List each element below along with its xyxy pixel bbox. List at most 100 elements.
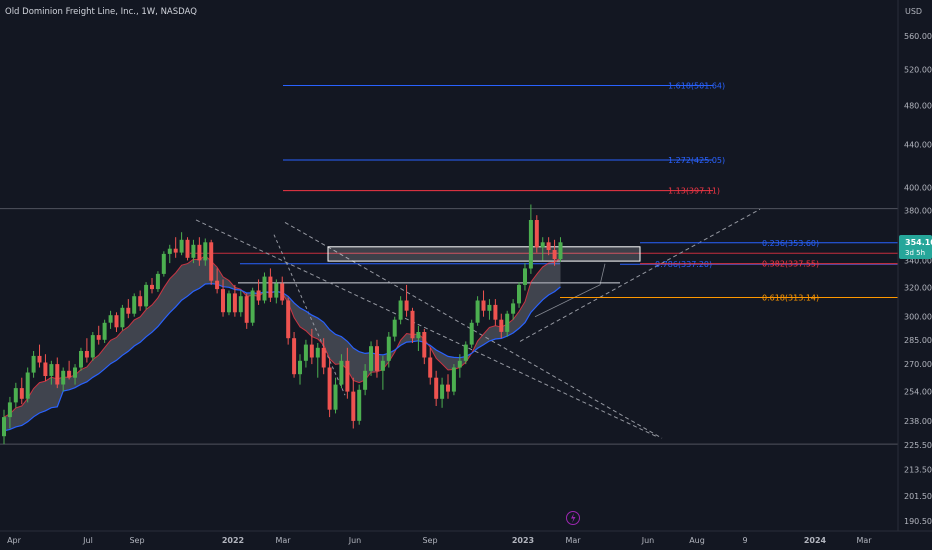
candle xyxy=(185,237,190,261)
candle xyxy=(209,239,214,285)
candle xyxy=(505,310,510,337)
candle xyxy=(250,287,255,326)
candle xyxy=(292,332,297,378)
time-tick-label: Mar xyxy=(856,536,872,545)
candle xyxy=(511,299,516,320)
candle xyxy=(43,354,48,382)
candle xyxy=(303,339,308,368)
fib-level-label: 1.13(397.11) xyxy=(668,187,720,196)
candle xyxy=(274,279,279,304)
candle xyxy=(428,347,433,385)
candle xyxy=(215,268,220,294)
price-tick-label: 213.50 xyxy=(904,466,932,475)
candle xyxy=(416,325,421,351)
price-tick-label: 320.00 xyxy=(904,284,932,293)
candle xyxy=(363,364,368,396)
price-tick-label: 520.00 xyxy=(904,65,932,74)
candle xyxy=(138,290,143,311)
candle xyxy=(102,319,107,343)
current-price: 354.10 xyxy=(905,238,932,247)
candle xyxy=(256,279,261,305)
band-fill xyxy=(4,255,561,431)
candle xyxy=(380,355,385,390)
fibonacci-levels: 1.618(501.64) 1.272(425.05) 1.13(397.11) 0.… xyxy=(283,82,898,303)
price-tick-label: 560.00 xyxy=(904,32,932,41)
lightning-icon[interactable] xyxy=(566,511,580,525)
candle xyxy=(298,354,302,385)
time-tick-label: Mar xyxy=(565,536,581,545)
candle xyxy=(357,384,362,425)
time-tick-label: 2023 xyxy=(512,536,534,545)
price-tick-label: 300.00 xyxy=(904,313,932,322)
candle xyxy=(558,237,563,262)
candle xyxy=(191,239,196,264)
price-axis[interactable] xyxy=(898,0,932,531)
time-tick-label: 2022 xyxy=(222,536,244,545)
candle xyxy=(55,357,60,389)
candle xyxy=(440,377,445,408)
candle xyxy=(79,347,83,371)
candle xyxy=(126,299,131,319)
candle xyxy=(546,237,551,256)
candle xyxy=(37,344,42,368)
candle xyxy=(404,284,409,317)
candle xyxy=(203,238,208,266)
currency-label: USD xyxy=(905,7,922,16)
price-tick-label: 201.50 xyxy=(904,492,932,501)
time-tick-label: Jul xyxy=(82,536,93,545)
candle xyxy=(534,215,539,253)
candle xyxy=(386,332,391,368)
trendline-short xyxy=(273,234,346,396)
price-axis-labels: 560.00 520.00 480.00 440.00 400.00 380.00 340.… xyxy=(904,32,932,526)
candle xyxy=(73,364,77,385)
candle xyxy=(67,360,72,380)
candle xyxy=(132,293,137,317)
trendline-upper xyxy=(195,219,657,437)
time-tick-label: Jun xyxy=(348,536,362,545)
candle xyxy=(487,299,492,320)
candle xyxy=(280,276,285,305)
fib-level-label: 0.382(337.55) xyxy=(762,260,819,269)
candle xyxy=(238,290,243,317)
candle xyxy=(410,307,415,343)
candle xyxy=(25,367,30,403)
price-tick-label: 440.00 xyxy=(904,141,932,150)
price-tick-label: 254.00 xyxy=(904,388,932,397)
candle xyxy=(144,282,149,310)
candle xyxy=(150,278,154,294)
candle xyxy=(315,343,320,378)
candle xyxy=(244,293,249,329)
candle xyxy=(49,360,54,385)
candle xyxy=(392,316,397,342)
candle xyxy=(422,328,427,365)
time-tick-label: Sep xyxy=(129,536,144,545)
candle xyxy=(221,279,225,317)
candle xyxy=(227,290,231,316)
candle xyxy=(493,299,498,326)
time-tick-label: Mar xyxy=(275,536,291,545)
candle xyxy=(333,377,338,414)
candle xyxy=(96,325,101,345)
candle xyxy=(475,296,480,326)
price-tick-label: 190.50 xyxy=(904,517,932,526)
candle xyxy=(457,354,462,378)
candle xyxy=(345,347,350,399)
candle xyxy=(369,341,373,376)
candle xyxy=(167,244,172,264)
candle xyxy=(61,367,66,392)
candle xyxy=(232,284,237,317)
candle xyxy=(463,341,468,365)
candle xyxy=(197,237,202,266)
candle xyxy=(7,396,12,429)
time-tick-label: 9 xyxy=(742,536,747,545)
bar-countdown: 3d 5h xyxy=(905,249,925,257)
fib-level-label: 0.786(337.20) xyxy=(655,260,712,269)
candle xyxy=(114,312,119,332)
time-axis-labels[interactable]: Apr Jul Sep 2022 Mar Jun Sep 2023 Mar Jun Aug 9 2024… xyxy=(7,536,872,545)
time-tick-label: Aug xyxy=(689,536,705,545)
time-tick-label: 2024 xyxy=(804,536,827,545)
candle xyxy=(339,354,344,389)
price-tick-label: 285.00 xyxy=(904,336,932,345)
